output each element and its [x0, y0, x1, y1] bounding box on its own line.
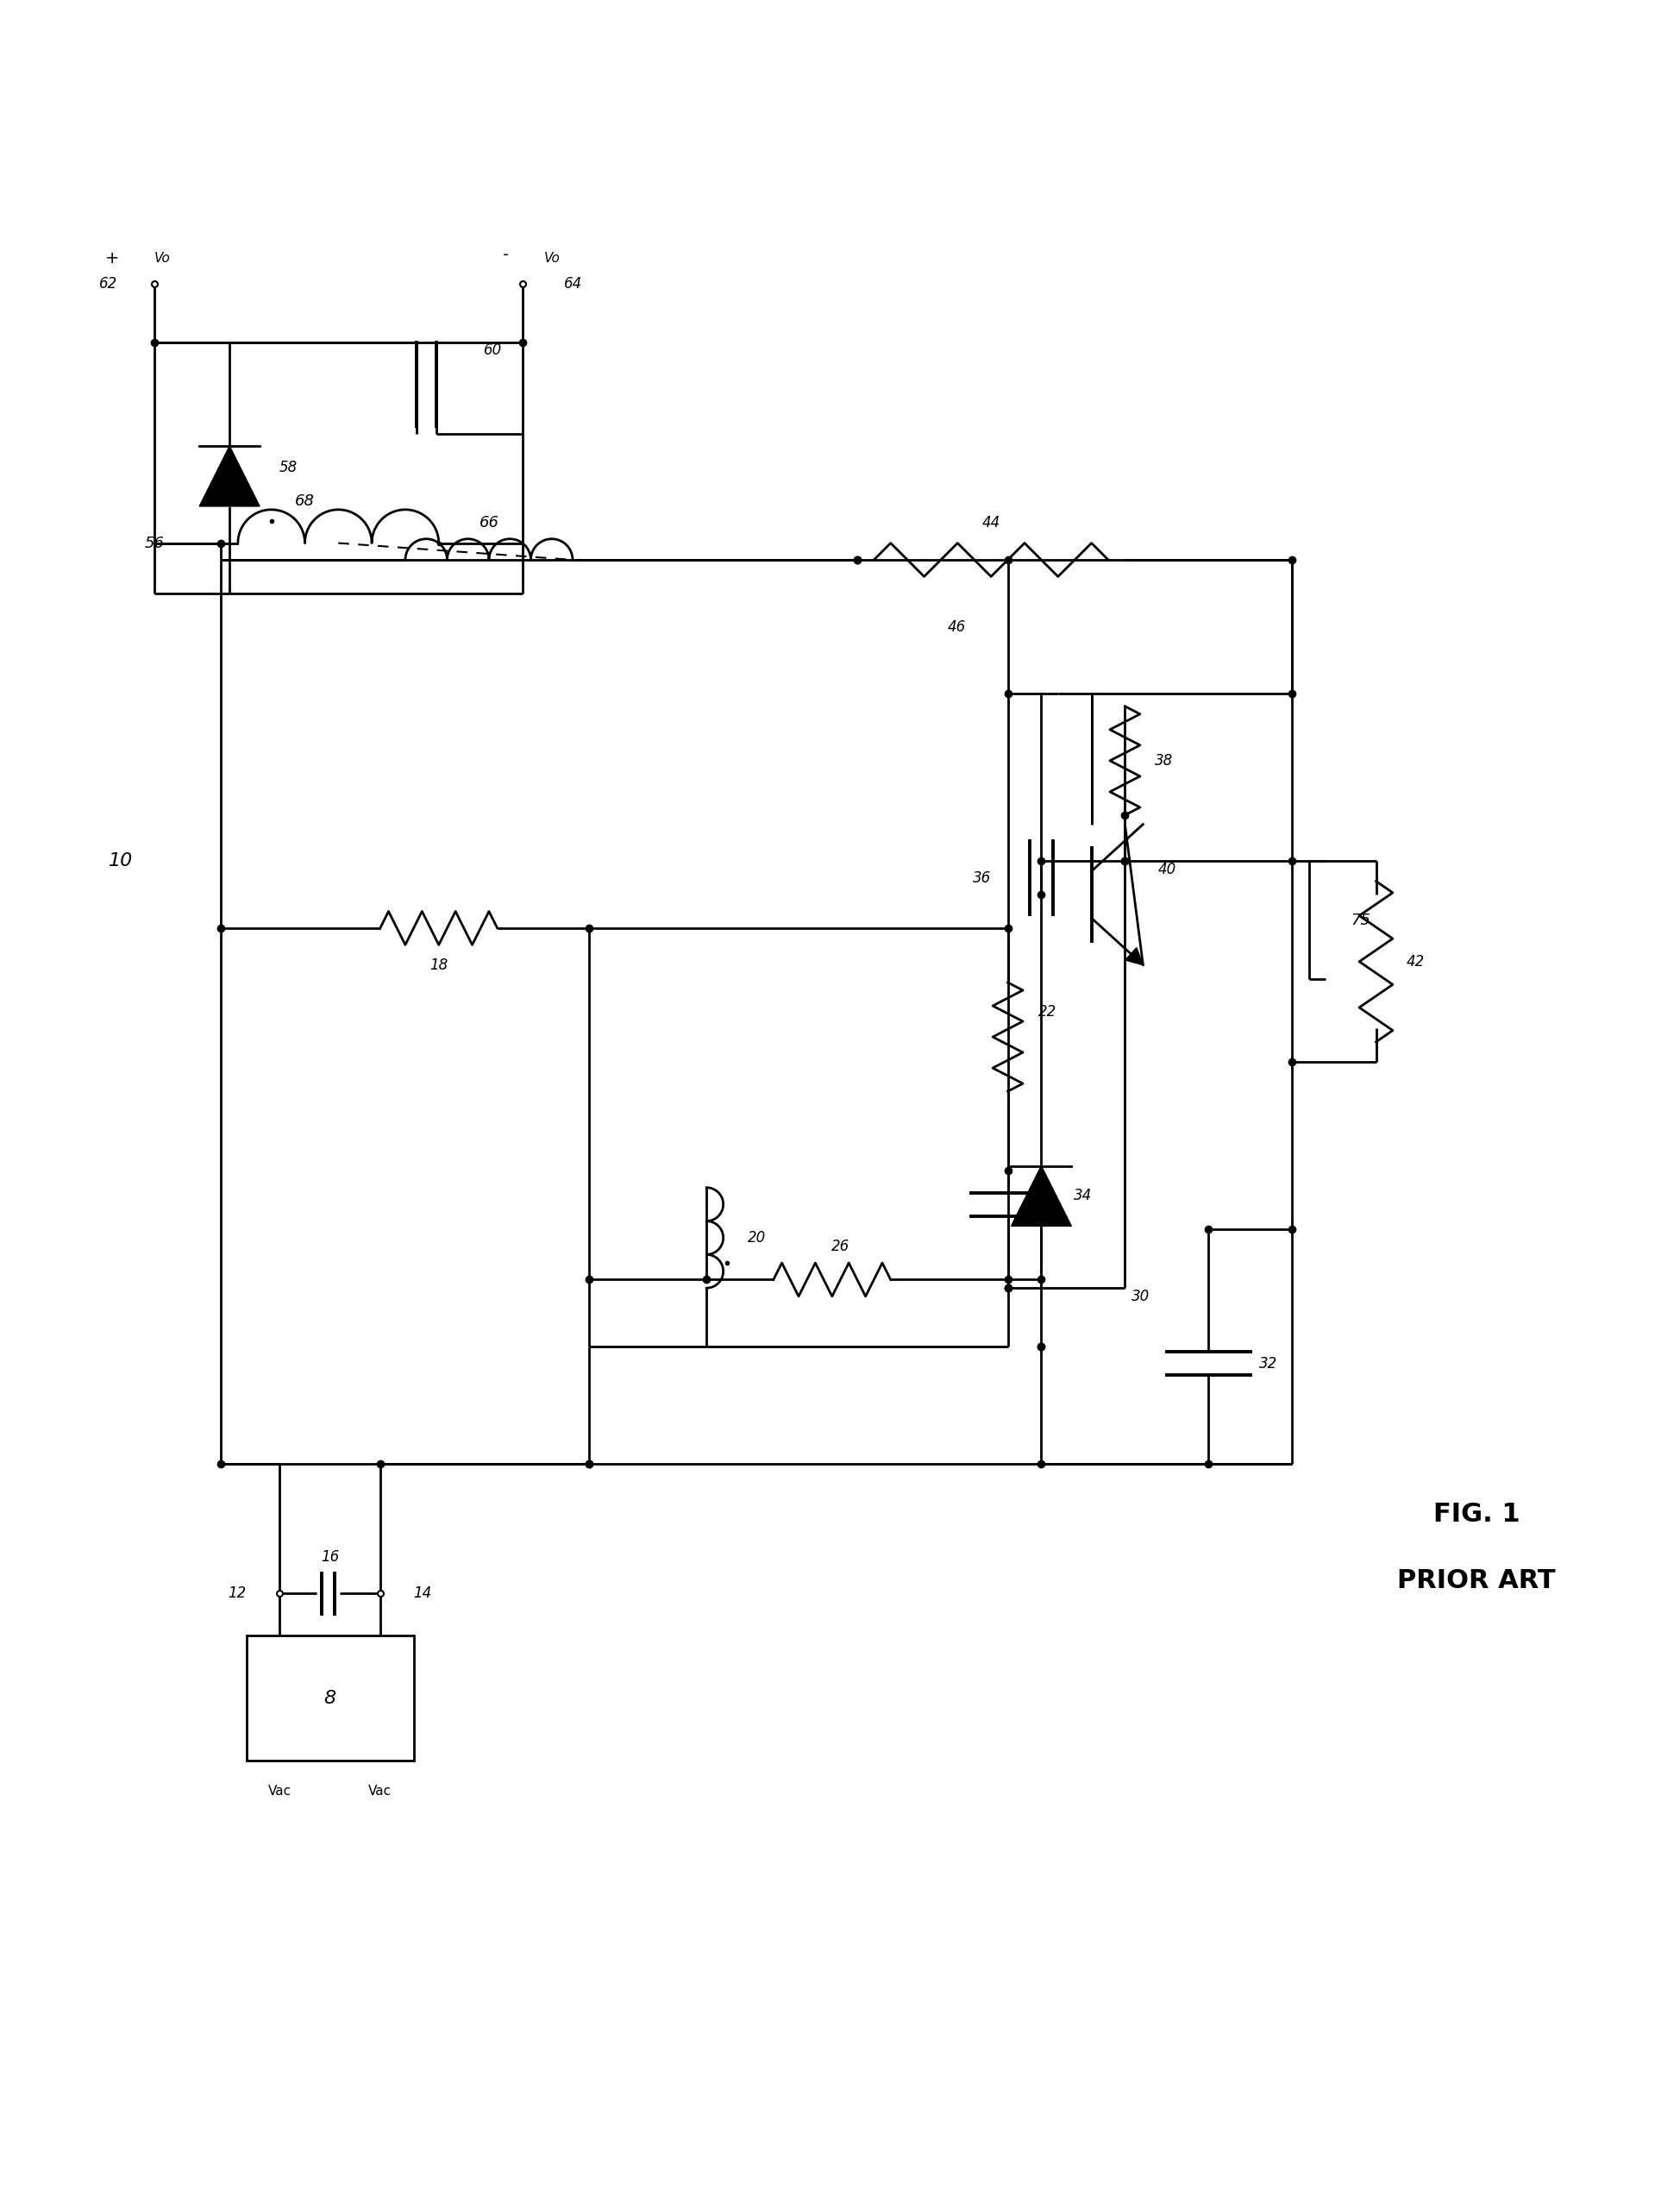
Text: 42: 42 [1406, 953, 1423, 968]
Text: 64: 64 [564, 276, 583, 291]
Polygon shape [1011, 1166, 1070, 1227]
Text: 58: 58 [279, 460, 297, 475]
Text: 30: 30 [1131, 1288, 1149, 1304]
Text: FIG. 1: FIG. 1 [1433, 1501, 1519, 1527]
Text: +: + [106, 250, 119, 267]
Text: 26: 26 [832, 1238, 848, 1253]
Text: 36: 36 [973, 870, 991, 885]
Text: PRIOR ART: PRIOR ART [1396, 1569, 1554, 1593]
Text: Vac: Vac [368, 1786, 391, 1797]
Text: 46: 46 [948, 620, 966, 635]
Text: 60: 60 [484, 342, 502, 359]
Polygon shape [200, 447, 259, 506]
Text: 20: 20 [748, 1229, 766, 1244]
Text: -: - [502, 248, 509, 263]
Text: Vac: Vac [267, 1786, 291, 1797]
Text: 16: 16 [321, 1549, 339, 1564]
Text: 22: 22 [1037, 1003, 1055, 1019]
Text: 44: 44 [981, 515, 1000, 530]
Text: Vo: Vo [155, 252, 171, 265]
Text: 14: 14 [413, 1586, 432, 1602]
Text: 38: 38 [1154, 754, 1173, 769]
Text: 8: 8 [324, 1689, 336, 1707]
Text: 40: 40 [1158, 861, 1176, 876]
Text: 62: 62 [99, 276, 118, 291]
Text: Vo: Vo [544, 252, 561, 265]
Text: 75: 75 [1351, 911, 1369, 927]
Bar [247, 1634, 413, 1762]
Text: 10: 10 [109, 852, 133, 870]
Polygon shape [1124, 949, 1142, 964]
Text: 68: 68 [294, 493, 314, 508]
Text: 24: 24 [1037, 1196, 1055, 1212]
Text: 18: 18 [430, 957, 447, 973]
Text: 34: 34 [1074, 1188, 1092, 1203]
Text: 12: 12 [228, 1586, 247, 1602]
Text: 32: 32 [1258, 1356, 1277, 1372]
Text: 56: 56 [144, 535, 165, 550]
Text: 66: 66 [479, 515, 499, 530]
